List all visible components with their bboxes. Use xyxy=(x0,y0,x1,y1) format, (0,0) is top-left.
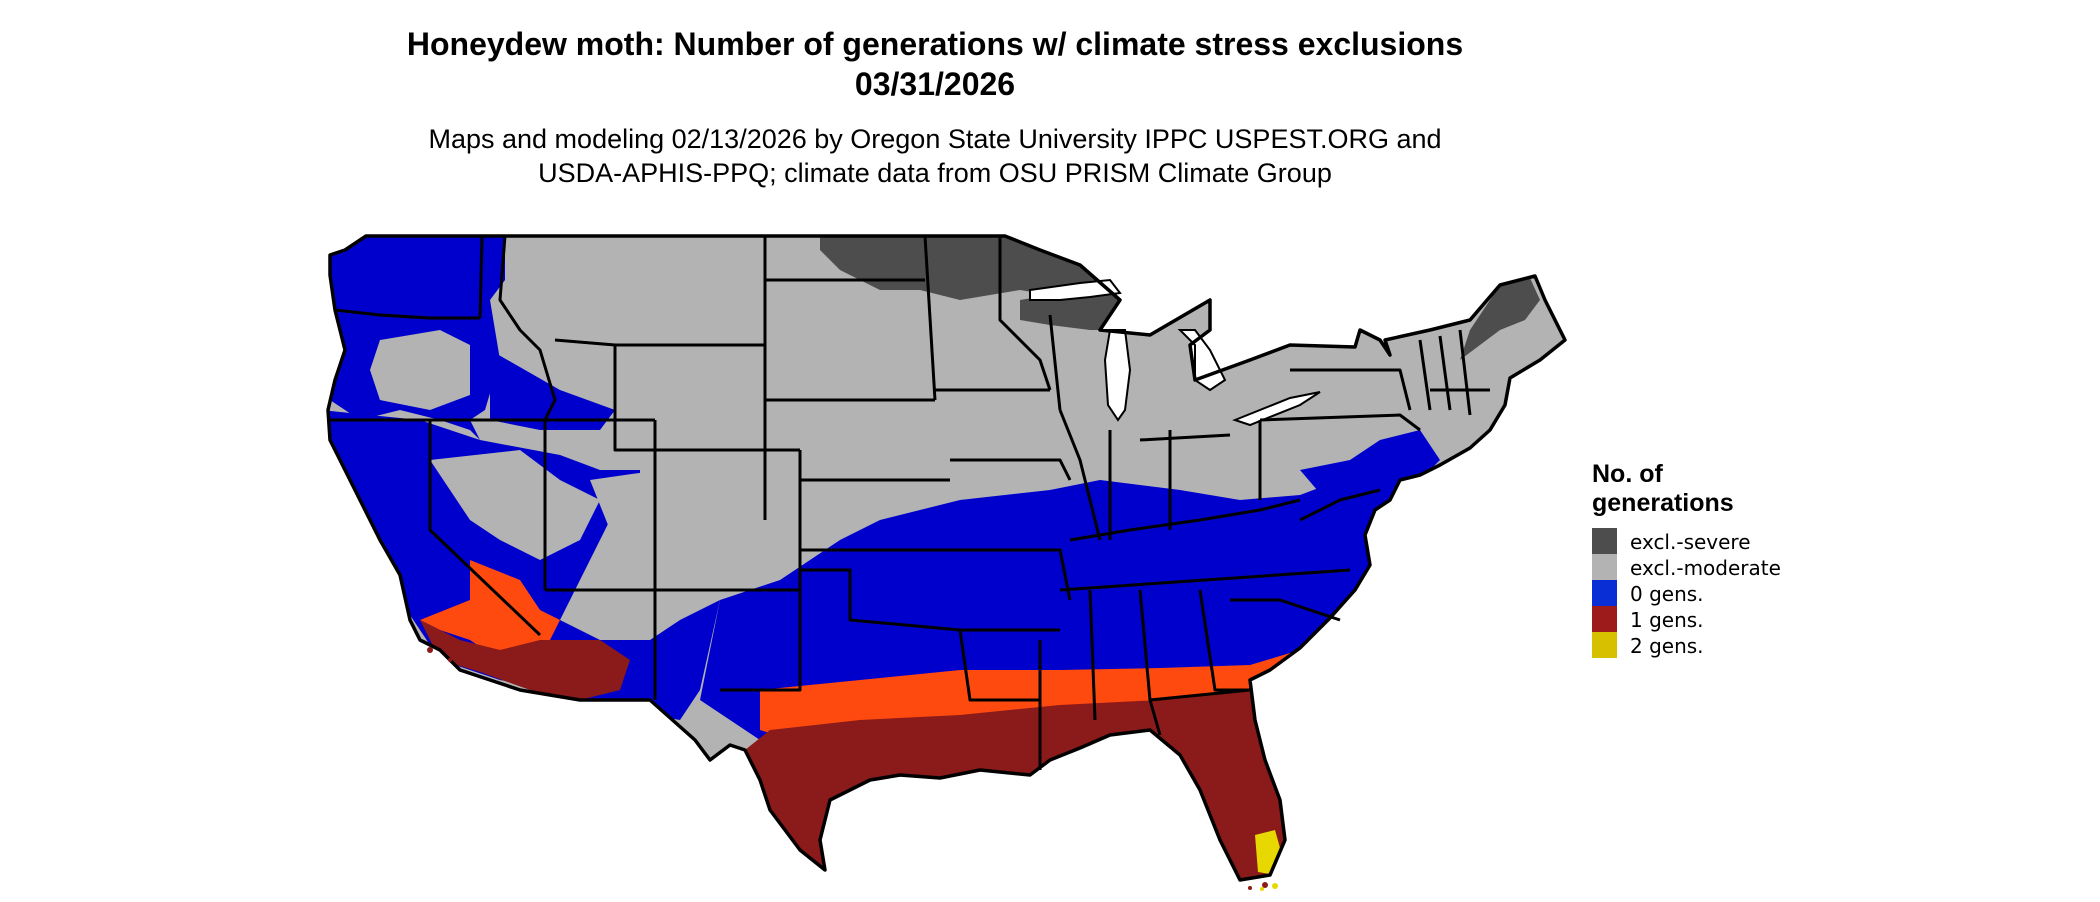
map-credit-line-1: Maps and modeling 02/13/2026 by Oregon S… xyxy=(428,124,1442,154)
lake-michigan xyxy=(1103,329,1132,422)
lake-superior xyxy=(1029,278,1122,301)
legend-swatch xyxy=(1592,528,1617,554)
legend-label: 0 gens. xyxy=(1630,582,1704,606)
legend: No. of generations excl.-severe excl.-mo… xyxy=(1592,460,1781,658)
state-borders xyxy=(330,235,1490,770)
legend-item-excl-moderate: excl.-moderate xyxy=(1592,554,1781,580)
map-title: Honeydew moth: Number of generations w/ … xyxy=(406,26,1464,62)
legend-item-1-gens: 1 gens. xyxy=(1592,606,1734,632)
coast-details xyxy=(427,647,1268,890)
zone-1-gen-gulf-dark xyxy=(745,690,1290,880)
legend-title: No. of generations xyxy=(1592,460,1734,517)
zone-excl-moderate-oregon-patch xyxy=(370,330,470,410)
legend-swatch xyxy=(1592,554,1617,580)
legend-label: excl.-severe xyxy=(1630,530,1751,554)
zone-0-gens-south-east xyxy=(740,470,1400,700)
legend-swatch xyxy=(1592,632,1617,658)
zone-excl-moderate-utah-arizona xyxy=(590,470,800,600)
legend-item-excl-severe: excl.-severe xyxy=(1592,528,1751,554)
lake-erie xyxy=(1232,391,1321,427)
legend-item-2-gens: 2 gens. xyxy=(1592,632,1734,658)
us-outline xyxy=(326,234,1567,882)
map-credit-line-2: USDA-APHIS-PPQ; climate data from OSU PR… xyxy=(538,158,1332,188)
us-generations-map xyxy=(326,234,1567,891)
legend-swatch xyxy=(1592,580,1617,606)
south-florida-keys xyxy=(1260,883,1278,891)
zone-1-gen-desert-light xyxy=(420,560,560,660)
zone-excl-moderate-great-basin xyxy=(430,450,600,560)
legend-swatch xyxy=(1592,606,1617,632)
legend-label: 1 gens. xyxy=(1630,608,1704,632)
map-date: 03/31/2026 xyxy=(854,66,1016,102)
zone-excl-severe-new-england xyxy=(1460,278,1540,360)
legend-item-0-gens: 0 gens. xyxy=(1592,580,1734,606)
zone-1-gen-desert-dark xyxy=(420,620,630,700)
legend-label: 2 gens. xyxy=(1630,634,1704,658)
legend-label: excl.-moderate xyxy=(1630,556,1781,580)
